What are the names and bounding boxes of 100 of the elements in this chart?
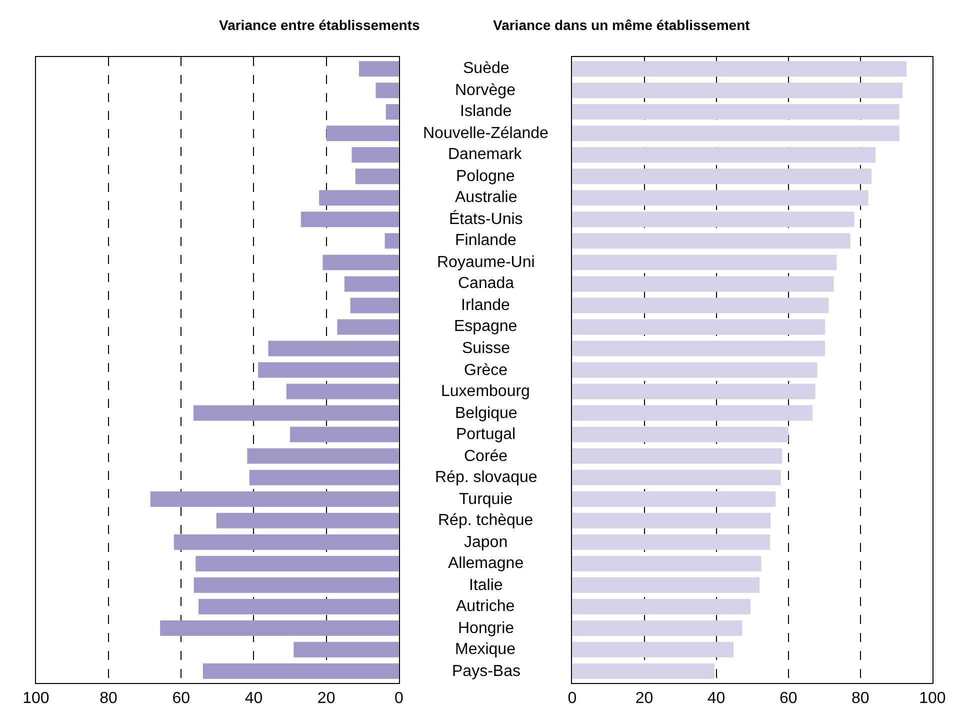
y-tick-label: Rép. slovaque	[435, 469, 538, 486]
bar	[572, 254, 837, 270]
y-tick-label: Portugal	[456, 426, 516, 443]
bar	[352, 147, 399, 163]
bar	[572, 598, 751, 614]
bar	[572, 556, 762, 572]
x-tick-label: 0	[394, 690, 404, 708]
bar	[337, 319, 399, 335]
bar	[572, 384, 816, 400]
bar	[286, 384, 399, 400]
bar	[572, 298, 829, 314]
bar	[216, 512, 399, 528]
x-tick-label: 100	[919, 690, 946, 708]
bar	[572, 642, 734, 658]
bar	[572, 620, 742, 636]
y-tick-label: Italie	[469, 577, 503, 594]
bar	[268, 340, 399, 356]
y-tick-label: Corée	[464, 448, 508, 465]
x-tick-label: 20	[317, 690, 336, 708]
bar	[572, 577, 760, 593]
bar	[258, 362, 399, 378]
bar	[358, 61, 399, 77]
y-tick-label: Pologne	[456, 168, 515, 185]
bar	[572, 362, 818, 378]
bar	[355, 168, 399, 184]
bar	[572, 168, 872, 184]
bar	[572, 405, 812, 421]
y-tick-label: Suisse	[462, 340, 510, 357]
x-tick-label: 60	[172, 690, 190, 708]
bar	[386, 104, 399, 120]
y-tick-label: Hongrie	[458, 620, 514, 637]
y-tick-label: Royaume-Uni	[437, 254, 535, 271]
y-tick-label: Turquie	[459, 491, 513, 508]
chart-title: Variance entre établissements	[219, 17, 420, 33]
y-tick-label: Norvège	[455, 82, 516, 99]
bar	[572, 426, 788, 442]
bar	[384, 233, 399, 249]
bar	[572, 61, 906, 77]
bar	[193, 405, 399, 421]
bar	[294, 642, 399, 658]
bar	[290, 426, 399, 442]
y-tick-label: Allemagne	[448, 555, 524, 572]
bar	[202, 663, 399, 679]
bar	[572, 340, 826, 356]
bar	[376, 82, 399, 98]
bar	[249, 470, 399, 486]
bar	[572, 233, 850, 249]
bar	[174, 534, 399, 550]
bar	[198, 598, 399, 614]
bar	[572, 470, 781, 486]
y-tick-label: Suède	[463, 60, 510, 77]
y-tick-label: Pays-Bas	[452, 663, 520, 680]
bar	[194, 577, 399, 593]
x-tick-label: 80	[100, 690, 118, 708]
bar	[247, 448, 399, 464]
bar	[350, 298, 399, 314]
y-tick-label: Australie	[455, 189, 518, 206]
bar	[572, 82, 903, 98]
y-tick-label: Finlande	[455, 232, 516, 249]
x-tick-label: 40	[707, 690, 726, 708]
bar	[319, 190, 399, 206]
bar	[322, 254, 399, 270]
y-tick-label: Luxembourg	[441, 383, 530, 400]
y-tick-label: Mexique	[455, 641, 516, 658]
y-tick-label: Islande	[460, 103, 512, 120]
y-tick-label: États-Unis	[449, 210, 523, 228]
bar	[160, 620, 399, 636]
bar	[150, 491, 399, 507]
y-tick-label: Danemark	[448, 146, 523, 163]
x-tick-label: 0	[568, 690, 577, 708]
bar	[572, 448, 782, 464]
y-tick-label: Belgique	[455, 405, 518, 422]
bar	[572, 276, 834, 292]
bar	[326, 126, 399, 142]
y-tick-label: Canada	[458, 275, 514, 292]
bar	[572, 512, 771, 528]
bar	[572, 190, 868, 206]
bar	[572, 491, 776, 507]
x-tick-label: 100	[22, 690, 50, 708]
bar	[572, 104, 900, 120]
bar	[572, 663, 714, 679]
bar	[572, 319, 826, 335]
x-tick-label: 20	[635, 690, 654, 708]
bar	[300, 212, 399, 228]
y-tick-label: Irlande	[461, 297, 510, 314]
chart-title: Variance dans un même établissement	[493, 17, 750, 33]
y-tick-label: Japon	[464, 534, 508, 551]
bar	[196, 556, 399, 572]
y-tick-label: Autriche	[456, 598, 515, 615]
x-tick-label: 80	[851, 690, 870, 708]
bar	[572, 147, 876, 163]
bar	[344, 276, 399, 292]
y-tick-label: Rép. tchèque	[438, 512, 534, 529]
y-tick-label: Espagne	[454, 318, 518, 335]
x-tick-label: 40	[244, 690, 263, 708]
y-tick-label: Nouvelle-Zélande	[423, 125, 549, 142]
bar	[572, 534, 770, 550]
x-tick-label: 60	[779, 690, 798, 708]
y-tick-label: Grèce	[464, 362, 508, 379]
bar	[572, 212, 854, 228]
